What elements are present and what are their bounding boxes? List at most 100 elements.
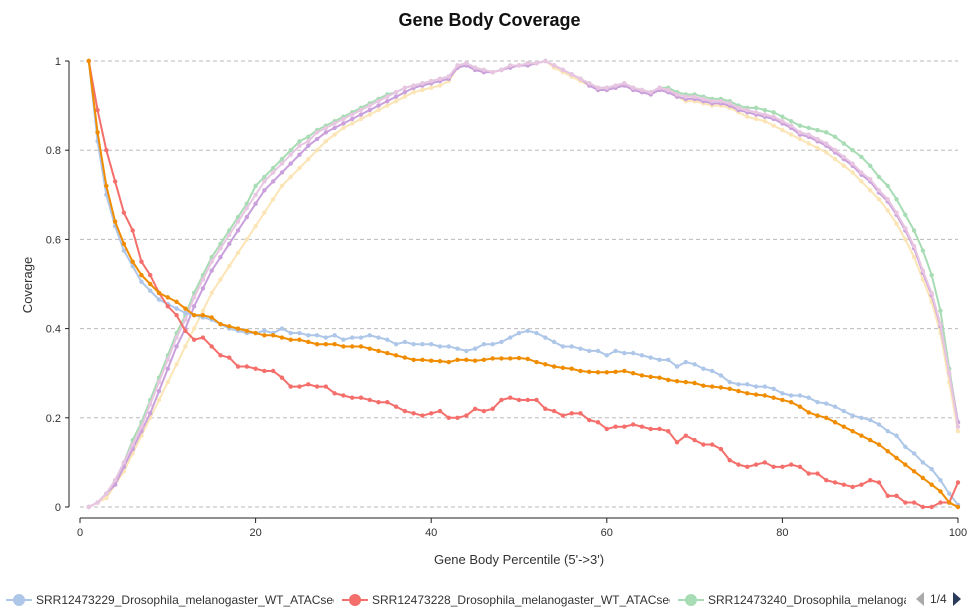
data-point	[481, 342, 487, 347]
legend-marker	[6, 594, 32, 606]
data-point	[148, 272, 153, 278]
legend-item-2[interactable]: SRR12473240_Drosophila_melanogas	[678, 593, 906, 607]
data-point	[903, 237, 908, 242]
data-point	[332, 333, 337, 338]
data-point	[929, 482, 934, 487]
data-point	[630, 422, 636, 427]
data-point	[876, 188, 882, 193]
data-point	[736, 105, 741, 111]
data-point	[595, 85, 601, 90]
data-point	[911, 500, 917, 505]
data-point	[604, 370, 609, 375]
data-point	[745, 391, 750, 396]
data-point	[824, 478, 829, 483]
data-point	[911, 243, 917, 249]
series-line	[87, 60, 959, 508]
data-point	[455, 63, 460, 68]
data-point	[859, 433, 864, 438]
data-point	[156, 379, 162, 385]
data-point	[358, 344, 364, 349]
legend-item-1[interactable]: SRR12473228_Drosophila_melanogaster_WT_A…	[342, 593, 670, 607]
data-point	[490, 406, 495, 412]
data-point	[551, 408, 557, 414]
data-point	[481, 408, 487, 414]
data-point	[358, 395, 364, 400]
data-point	[674, 379, 680, 384]
legend-item-0[interactable]: SRR12473229_Drosophila_melanogaster_WT_A…	[6, 593, 334, 607]
data-point	[86, 504, 91, 510]
data-point	[332, 125, 337, 131]
data-point	[534, 330, 539, 336]
data-point	[762, 119, 768, 124]
data-point	[859, 154, 864, 160]
data-point	[464, 61, 469, 66]
data-point	[657, 357, 662, 363]
data-point	[508, 395, 513, 400]
data-point	[551, 364, 557, 369]
data-point	[429, 358, 434, 363]
data-point	[112, 179, 118, 184]
data-point	[885, 449, 890, 454]
data-point	[323, 130, 329, 135]
data-point	[165, 366, 170, 371]
data-point	[727, 386, 732, 392]
legend-next-icon[interactable]	[952, 592, 961, 606]
data-point	[815, 145, 820, 151]
data-point	[876, 174, 882, 180]
data-point	[657, 426, 662, 432]
data-point	[121, 248, 127, 253]
data-point	[674, 440, 680, 445]
legend-prev-icon[interactable]	[916, 592, 924, 606]
data-point	[279, 326, 285, 331]
data-point	[727, 379, 732, 385]
data-point	[824, 415, 829, 420]
data-point	[903, 212, 908, 218]
data-point	[788, 119, 794, 124]
data-point	[174, 335, 179, 340]
data-point	[227, 263, 232, 269]
data-point	[279, 156, 285, 162]
data-point	[209, 344, 214, 349]
data-point	[332, 342, 337, 347]
data-point	[560, 413, 566, 418]
data-point	[367, 346, 372, 351]
data-point	[771, 114, 776, 119]
data-point	[727, 101, 732, 106]
data-point	[376, 107, 381, 113]
data-point	[709, 442, 715, 447]
data-point	[464, 413, 469, 418]
data-point	[446, 359, 451, 365]
data-point	[499, 397, 504, 403]
data-point	[920, 268, 926, 273]
data-point	[349, 335, 355, 340]
data-point	[868, 437, 873, 443]
data-point	[165, 304, 170, 309]
data-point	[876, 197, 882, 202]
data-point	[692, 362, 697, 367]
data-point	[104, 183, 109, 189]
data-point	[806, 132, 811, 137]
legend-page: 1/4	[930, 592, 947, 606]
data-point	[209, 290, 214, 296]
data-point	[455, 357, 460, 363]
data-point	[385, 94, 390, 99]
data-point	[297, 384, 302, 389]
data-point	[411, 357, 416, 363]
data-point	[595, 348, 601, 354]
data-point	[472, 65, 478, 70]
data-point	[174, 362, 179, 367]
data-point	[929, 272, 934, 278]
data-point	[121, 210, 127, 215]
data-point	[86, 58, 91, 64]
data-point	[797, 404, 803, 409]
data-point	[244, 364, 250, 369]
data-point	[911, 469, 917, 474]
data-point	[947, 371, 952, 376]
data-point	[885, 428, 890, 434]
data-point	[674, 364, 680, 369]
data-point	[341, 116, 346, 122]
data-point	[903, 226, 908, 231]
data-point	[639, 373, 645, 378]
data-point	[156, 388, 162, 394]
data-point	[815, 471, 820, 476]
